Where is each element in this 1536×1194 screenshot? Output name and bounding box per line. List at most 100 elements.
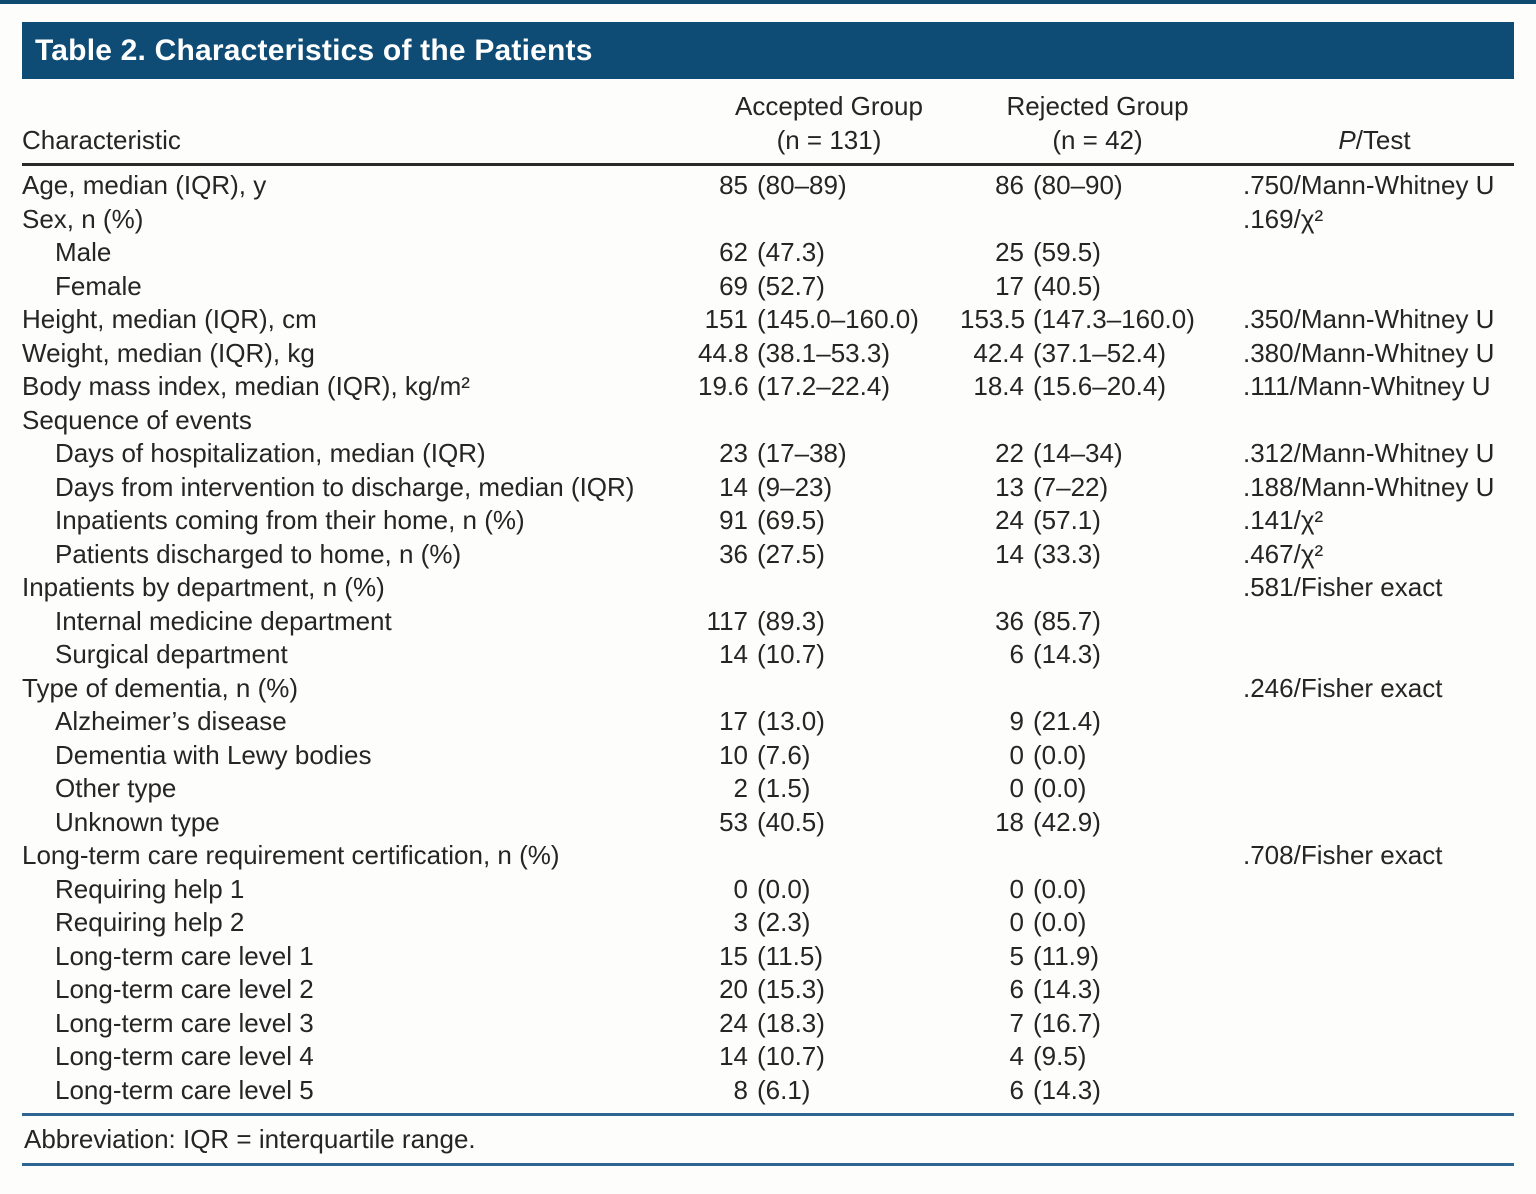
- accepted-range-cell: (52.7): [757, 270, 825, 301]
- accepted-range-cell: [748, 404, 960, 438]
- column-header-characteristic: Characteristic: [22, 125, 181, 155]
- table-row: Height, median (IQR), cm 151 (145.0–160.…: [22, 303, 1514, 337]
- accepted-value-cell: 10: [719, 739, 748, 770]
- characteristic-cell: Sequence of events: [22, 404, 252, 435]
- characteristic-cell: Female: [55, 270, 142, 301]
- accepted-range-cell: (38.1–53.3): [757, 337, 890, 368]
- rejected-group-n: (n = 42): [1052, 125, 1143, 155]
- accepted-value-cell: 8: [733, 1074, 748, 1105]
- table-row: Dementia with Lewy bodies 10 (7.6) 0 (0.…: [22, 739, 1514, 773]
- table-row: Internal medicine department 117 (89.3) …: [22, 605, 1514, 639]
- accepted-value-cell: 151: [704, 304, 748, 334]
- p-test-cell: [1235, 270, 1514, 304]
- rejected-range-cell: (21.4): [1033, 706, 1101, 736]
- rejected-range-cell: [1024, 839, 1235, 873]
- p-test-cell: .246/Fisher exact: [1243, 672, 1443, 703]
- accepted-range-cell: (1.5): [757, 773, 811, 803]
- table-row: Long-term care requirement certification…: [22, 839, 1514, 873]
- rejected-value-cell: [960, 672, 1024, 706]
- accepted-range-cell: (15.3): [757, 974, 825, 1004]
- rejected-range-cell: [1024, 571, 1235, 605]
- characteristic-cell: Weight, median (IQR), kg: [22, 337, 315, 368]
- p-test-cell: .467/χ²: [1243, 538, 1324, 569]
- accepted-range-cell: (69.5): [757, 505, 825, 535]
- rejected-range-cell: (16.7): [1033, 1007, 1101, 1038]
- p-test-cell: .141/χ²: [1243, 505, 1324, 535]
- p-test-cell: [1235, 739, 1514, 773]
- rejected-range-cell: (40.5): [1033, 270, 1101, 301]
- accepted-value-cell: 85: [719, 170, 748, 200]
- table-row: Unknown type 53 (40.5) 18 (42.9): [22, 806, 1514, 840]
- p-test-cell: [1235, 873, 1514, 907]
- rejected-value-cell: 36: [995, 605, 1024, 636]
- accepted-range-cell: (27.5): [757, 538, 825, 569]
- accepted-range-cell: (7.6): [757, 739, 811, 770]
- rejected-range-cell: (57.1): [1033, 505, 1101, 535]
- accepted-range-cell: (80–89): [757, 170, 847, 200]
- rejected-value-cell: 13: [995, 471, 1024, 502]
- accepted-value-cell: 15: [719, 940, 748, 971]
- accepted-range-cell: (2.3): [757, 907, 811, 937]
- accepted-range-cell: (13.0): [757, 706, 825, 736]
- table-row: Long-term care level 4 14 (10.7) 4 (9.5): [22, 1040, 1514, 1074]
- table-row: Surgical department 14 (10.7) 6 (14.3): [22, 638, 1514, 672]
- rejected-value-cell: [960, 839, 1024, 873]
- rejected-value-cell: 14: [995, 538, 1024, 569]
- rejected-value-cell: 4: [1009, 1041, 1024, 1071]
- accepted-value-cell: 44.8: [698, 337, 749, 368]
- rejected-range-cell: (11.9): [1033, 940, 1099, 971]
- table-row: Long-term care level 3 24 (18.3) 7 (16.7…: [22, 1007, 1514, 1041]
- accepted-value-cell: 117: [706, 605, 748, 636]
- rejected-value-cell: 5: [1009, 940, 1024, 971]
- rejected-range-cell: (14–34): [1033, 438, 1123, 468]
- p-test-cell: [1235, 906, 1514, 940]
- p-test-cell: [1235, 1040, 1514, 1074]
- characteristic-cell: Inpatients coming from their home, n (%): [55, 505, 525, 535]
- rejected-value-cell: 18.4: [973, 371, 1024, 401]
- column-header-accepted-group: Accepted Group (n = 131): [698, 89, 960, 157]
- p-test-cell: [1235, 806, 1514, 840]
- accepted-value-cell: [698, 571, 748, 605]
- table-row: Female 69 (52.7) 17 (40.5): [22, 270, 1514, 304]
- characteristic-cell: Other type: [55, 773, 177, 803]
- rejected-range-cell: (0.0): [1033, 739, 1087, 770]
- p-test-cell: [1235, 705, 1514, 739]
- table-row: Other type 2 (1.5) 0 (0.0): [22, 772, 1514, 806]
- table-row: Days from intervention to discharge, med…: [22, 471, 1514, 505]
- characteristic-cell: Surgical department: [55, 639, 288, 669]
- accepted-value-cell: [698, 839, 748, 873]
- rejected-range-cell: (0.0): [1033, 773, 1087, 803]
- p-test-cell: .750/Mann-Whitney U: [1243, 170, 1495, 200]
- accepted-range-cell: (10.7): [757, 1041, 825, 1071]
- p-test-cell: [1235, 772, 1514, 806]
- table-row: Long-term care level 2 20 (15.3) 6 (14.3…: [22, 973, 1514, 1007]
- table-header-row: Characteristic Accepted Group (n = 131) …: [22, 79, 1514, 166]
- characteristic-cell: Male: [55, 237, 112, 267]
- accepted-value-cell: 14: [719, 639, 748, 669]
- rejected-range-cell: (14.3): [1033, 974, 1101, 1004]
- rejected-value-cell: 0: [1009, 873, 1024, 904]
- p-test-cell: .312/Mann-Whitney U: [1243, 438, 1495, 468]
- p-test-cell: [1235, 605, 1514, 639]
- rejected-range-cell: (59.5): [1033, 237, 1101, 267]
- accepted-range-cell: (9–23): [757, 471, 833, 502]
- table-row: Requiring help 2 3 (2.3) 0 (0.0): [22, 906, 1514, 940]
- rejected-range-cell: [1024, 404, 1235, 438]
- rejected-value-cell: [960, 571, 1024, 605]
- accepted-value-cell: 53: [719, 806, 748, 837]
- rejected-value-cell: 18: [995, 806, 1024, 837]
- accepted-value-cell: 91: [719, 505, 748, 535]
- p-test-cell: [1235, 973, 1514, 1007]
- accepted-range-cell: (89.3): [757, 605, 825, 636]
- characteristic-cell: Height, median (IQR), cm: [22, 304, 317, 334]
- p-test-cell: .111/Mann-Whitney U: [1243, 371, 1491, 401]
- accepted-range-cell: [748, 203, 960, 237]
- table-row: Sequence of events: [22, 404, 1514, 438]
- rejected-value-cell: 0: [1009, 907, 1024, 937]
- rejected-range-cell: [1024, 672, 1235, 706]
- table-title: Table 2. Characteristics of the Patients: [35, 33, 593, 67]
- accepted-range-cell: (0.0): [757, 873, 811, 904]
- abbreviation-note: Abbreviation: IQR = interquartile range.: [24, 1124, 476, 1154]
- characteristic-cell: Long-term care level 5: [55, 1074, 314, 1105]
